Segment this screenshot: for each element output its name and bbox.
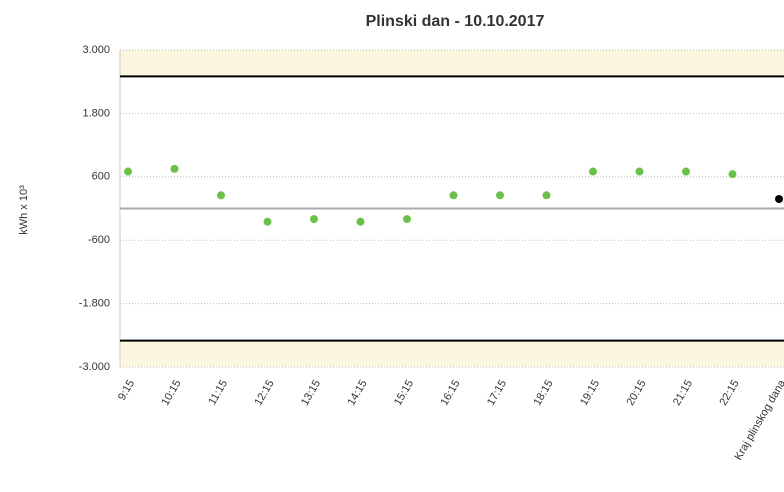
- point: [728, 170, 737, 179]
- point: [217, 191, 225, 200]
- x-tick-label: 16:15: [438, 378, 462, 408]
- point: [403, 215, 411, 224]
- point: [310, 215, 318, 224]
- x-tick-label: 17:15: [485, 378, 509, 408]
- point: [542, 191, 551, 200]
- x-tick-label: Kraj plinskog dana: [732, 377, 784, 462]
- x-tick-label: 12:15: [252, 378, 276, 408]
- point: [170, 164, 179, 173]
- point: [635, 167, 644, 176]
- y-tick-label: -600: [88, 234, 110, 246]
- x-tick-label: 19:15: [578, 378, 602, 408]
- x-tick-label: 11:15: [206, 378, 230, 407]
- point: [775, 194, 783, 203]
- y-tick-label: 1.800: [82, 107, 110, 119]
- x-tick-label: 18:15: [531, 378, 555, 408]
- x-tick-label: 13:15: [299, 378, 323, 408]
- x-tick-label: 15:15: [392, 378, 416, 408]
- y-tick-label: 3.000: [82, 44, 110, 56]
- point: [449, 191, 458, 200]
- point: [589, 167, 597, 176]
- x-tick-label: 14:15: [345, 378, 369, 408]
- point: [356, 217, 365, 226]
- y-tick-label: -3.000: [79, 361, 110, 373]
- x-tick-label: 10:15: [159, 378, 183, 408]
- x-tick-label: 9:15: [116, 378, 137, 403]
- y-tick-label: -1.800: [79, 298, 110, 310]
- point: [682, 167, 690, 176]
- point: [124, 167, 132, 176]
- x-tick-label: 22:15: [717, 378, 741, 408]
- y-tick-label: 600: [92, 171, 110, 183]
- point: [263, 217, 272, 226]
- y-axis-label: kWh x 10³: [18, 185, 30, 235]
- x-tick-label: 21:15: [671, 378, 695, 408]
- point: [496, 191, 504, 200]
- chart-title: Plinski dan - 10.10.2017: [366, 13, 545, 30]
- x-tick-label: 20:15: [624, 378, 648, 408]
